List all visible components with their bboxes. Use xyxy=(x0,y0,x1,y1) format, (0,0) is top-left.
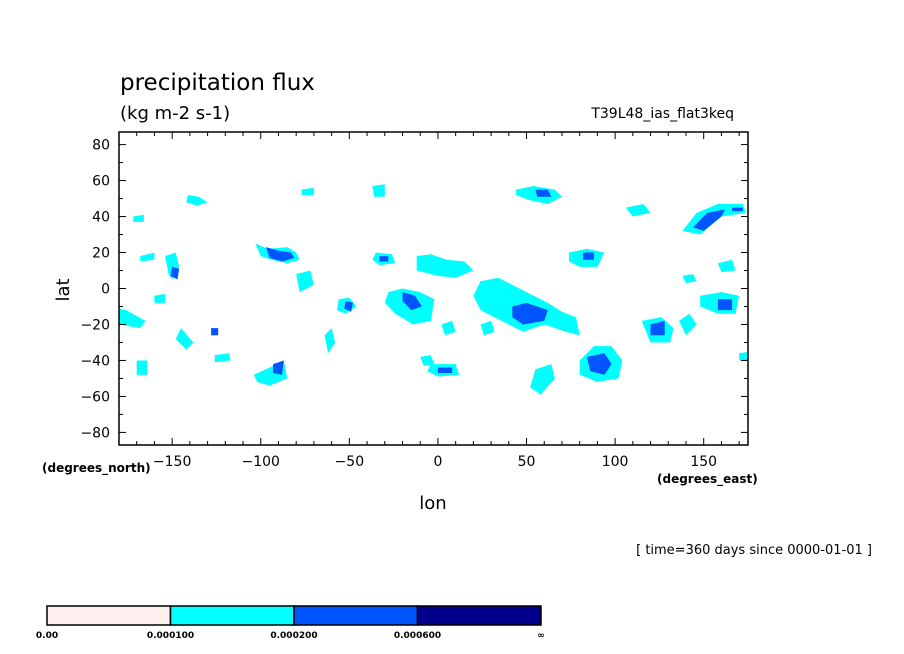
colorbar-level-label: 0.000200 xyxy=(270,631,317,641)
contour-regions xyxy=(119,184,748,395)
time-label: [ time=360 days since 0000-01-01 ] xyxy=(636,543,872,558)
precip-region-51 xyxy=(732,207,743,212)
colorbar-level-label: ∞ xyxy=(537,631,545,641)
precip-region-42 xyxy=(512,302,548,325)
x-axis-label: lon xyxy=(419,493,446,514)
precip-region-0 xyxy=(119,308,146,329)
precip-region-22 xyxy=(372,184,385,197)
colorbar-swatch-2 xyxy=(293,605,419,626)
colorbar-swatch-3 xyxy=(416,605,542,626)
y-tick-label: 0 xyxy=(101,282,110,298)
chart-title: precipitation flux xyxy=(120,70,315,96)
colorbar-swatch-0 xyxy=(46,605,172,626)
x-tick-label: 150 xyxy=(690,454,717,470)
x-tick-label: 50 xyxy=(518,454,536,470)
precip-region-40 xyxy=(402,292,422,311)
colorbar-swatch-1 xyxy=(169,605,295,626)
chart-subtitle: (kg m-2 s-1) xyxy=(120,103,230,124)
x-tick-label: −50 xyxy=(335,454,365,470)
precip-region-49 xyxy=(379,256,389,262)
colorbar-level-label: 0.00 xyxy=(36,631,58,641)
x-axis: −150 −100 −50 0 50 100 150 xyxy=(136,132,740,470)
y-axis-label: lat xyxy=(53,278,74,301)
precip-region-38 xyxy=(273,360,284,375)
precip-region-2 xyxy=(175,328,194,350)
precip-region-26 xyxy=(296,270,314,293)
precip-region-47 xyxy=(717,299,733,311)
precip-region-23 xyxy=(301,187,314,195)
y-axis: 80 60 40 20 0 −20 −40 −60 −80 xyxy=(80,138,748,441)
y-tick-label: −80 xyxy=(80,425,110,441)
y-tick-label: 40 xyxy=(92,210,110,226)
precip-region-48 xyxy=(583,252,594,260)
precip-region-33 xyxy=(420,355,435,366)
precip-region-27 xyxy=(324,328,336,354)
y-tick-label: −20 xyxy=(80,317,110,333)
x-tick-label: 100 xyxy=(602,454,629,470)
x-tick-label: −100 xyxy=(242,454,280,470)
precip-region-13 xyxy=(530,364,555,395)
precip-region-45 xyxy=(650,320,665,336)
precip-region-35 xyxy=(441,320,456,336)
y-tick-label: 60 xyxy=(92,174,110,190)
y-tick-label: −60 xyxy=(80,389,110,405)
precip-region-31 xyxy=(140,252,155,262)
precip-region-36 xyxy=(266,247,295,262)
y-axis-units: (degrees_north) xyxy=(42,461,151,476)
precip-region-21 xyxy=(214,353,231,363)
y-tick-label: 20 xyxy=(92,246,110,262)
precip-region-29 xyxy=(717,259,736,273)
precip-region-39 xyxy=(344,301,353,312)
precip-region-43 xyxy=(535,189,552,197)
precip-region-28 xyxy=(678,313,697,336)
colorbar-level-label: 0.000600 xyxy=(394,631,441,641)
precip-region-32 xyxy=(480,320,495,336)
y-tick-label: −40 xyxy=(80,353,110,369)
x-tick-label: −150 xyxy=(153,454,191,470)
precip-region-20 xyxy=(136,360,148,375)
precip-region-44 xyxy=(586,353,612,375)
precip-region-34 xyxy=(739,351,748,361)
plot-frame xyxy=(118,131,749,446)
run-name: T39L48_ias_flat3keq xyxy=(590,106,734,122)
precip-region-37 xyxy=(170,266,180,280)
precip-region-19 xyxy=(625,204,651,217)
precip-region-24 xyxy=(133,214,144,222)
colorbar-level-label: 0.000100 xyxy=(147,631,194,641)
colorbar: 0.00 0.000100 0.000200 0.000600 ∞ xyxy=(36,605,545,641)
x-axis-units: (degrees_east) xyxy=(657,472,758,487)
y-tick-label: 80 xyxy=(92,138,110,154)
precip-region-30 xyxy=(682,274,697,284)
precip-region-50 xyxy=(211,328,219,336)
precip-region-46 xyxy=(693,209,725,231)
precip-region-9 xyxy=(416,254,474,278)
precip-region-41 xyxy=(437,367,453,373)
precip-region-3 xyxy=(186,195,208,206)
x-tick-label: 0 xyxy=(433,454,442,470)
precip-region-25 xyxy=(154,293,166,303)
